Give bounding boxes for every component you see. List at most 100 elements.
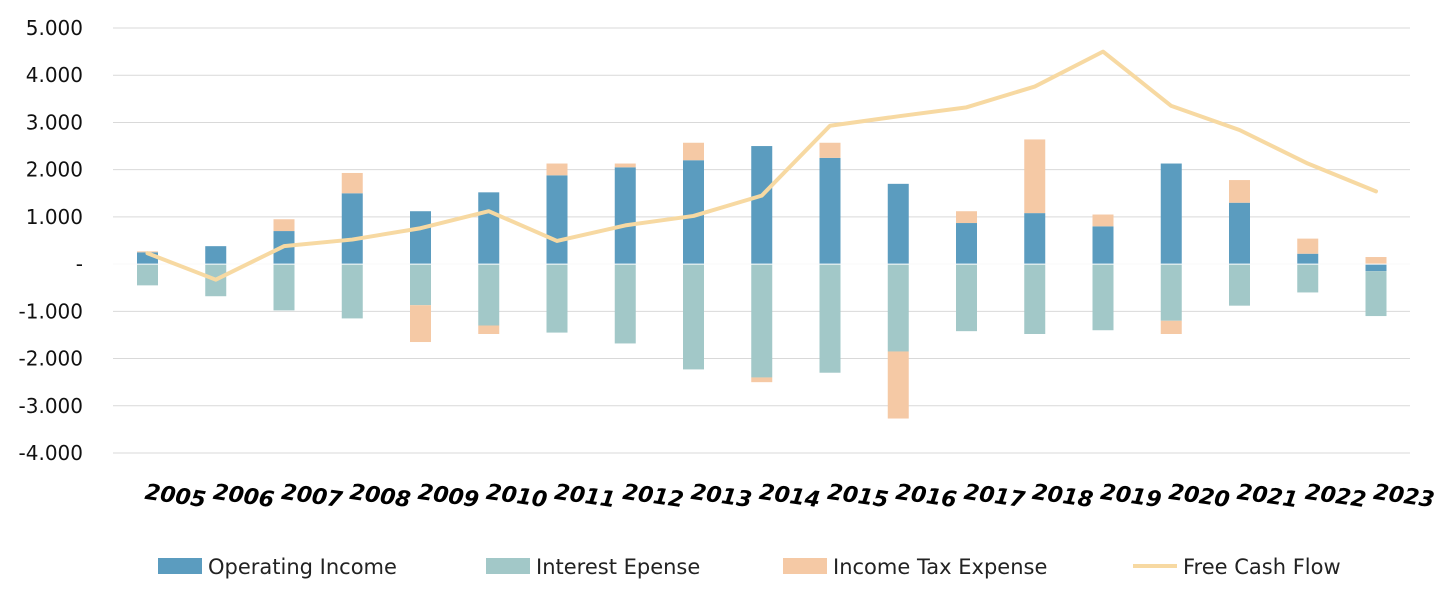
bar-income-tax-expense-2007	[273, 219, 295, 232]
x-tick-label: 2006	[212, 480, 276, 513]
bar-income-tax-expense-2009	[410, 305, 431, 343]
legend-label-operating-income: Operating Income	[208, 555, 397, 579]
x-tick-label: 2012	[621, 480, 685, 513]
bar-interest-epense-2017	[956, 264, 977, 332]
point-free-cash-flow-2005	[147, 252, 148, 254]
bar-operating-income-2011	[546, 175, 568, 265]
y-tick-label: 2.000	[26, 158, 83, 182]
bar-interest-epense-2007	[273, 264, 295, 311]
bar-operating-income-2017	[956, 223, 977, 265]
bar-income-tax-expense-2019	[1092, 214, 1114, 227]
bar-operating-income-2006	[205, 246, 227, 265]
x-tick-label: 2016	[894, 480, 958, 513]
point-free-cash-flow-2011	[556, 240, 558, 242]
bar-interest-epense-2013	[683, 264, 704, 370]
bar-operating-income-2009	[410, 211, 431, 265]
bar-operating-income-2014	[751, 146, 773, 265]
bar-operating-income-2020	[1160, 163, 1182, 265]
x-tick-label: 2013	[689, 480, 753, 513]
bar-operating-income-2008	[341, 193, 363, 265]
x-tick-label: 2018	[1031, 480, 1095, 513]
y-tick-label: 4.000	[26, 63, 83, 87]
bar-income-tax-expense-2023	[1365, 257, 1387, 265]
x-tick-label: 2021	[1235, 480, 1299, 513]
bar-interest-epense-2016	[887, 264, 909, 352]
point-free-cash-flow-2016	[897, 115, 899, 117]
bar-interest-epense-2010	[478, 264, 500, 326]
bar-income-tax-expense-2010	[478, 325, 500, 334]
y-tick-label: 1.000	[26, 205, 83, 229]
point-free-cash-flow-2009	[420, 227, 421, 229]
bar-income-tax-expense-2014	[751, 377, 773, 383]
bar-operating-income-2021	[1229, 202, 1250, 265]
bar-operating-income-2013	[683, 160, 704, 265]
point-free-cash-flow-2020	[1170, 105, 1172, 107]
x-tick-label: 2023	[1372, 480, 1436, 513]
legend: Operating Income Interest Epense Income Ta…	[158, 555, 1341, 579]
x-tick-label: 2010	[485, 480, 549, 513]
bar-income-tax-expense-2018	[1024, 139, 1046, 214]
bar-interest-epense-2018	[1024, 264, 1046, 334]
bar-income-tax-expense-2016	[887, 351, 909, 419]
y-tick-label: -	[76, 252, 83, 276]
y-tick-label: -1.000	[19, 299, 83, 323]
bar-interest-epense-2022	[1297, 264, 1319, 293]
x-tick-label: 2005	[143, 480, 207, 513]
legend-swatch-income-tax-expense	[783, 558, 827, 574]
bar-operating-income-2005	[137, 252, 158, 265]
y-tick-label: -2.000	[19, 347, 83, 371]
y-axis: 5.000 4.000 3.000 2.000 1.000 - -1.000 -2.000 -3…	[19, 16, 83, 465]
point-free-cash-flow-2013	[693, 215, 694, 217]
y-tick-label: 5.000	[26, 16, 83, 40]
bar-operating-income-2015	[819, 157, 841, 265]
point-free-cash-flow-2006	[215, 279, 217, 281]
legend-label-interest-epense: Interest Epense	[536, 555, 700, 579]
x-tick-label: 2015	[826, 480, 890, 513]
bar-operating-income-2012	[614, 167, 636, 265]
point-free-cash-flow-2017	[966, 106, 967, 108]
bar-interest-epense-2011	[546, 264, 568, 333]
y-tick-label: -4.000	[19, 441, 83, 465]
bar-income-tax-expense-2011	[546, 163, 568, 176]
point-free-cash-flow-2018	[1034, 86, 1036, 88]
x-tick-label: 2017	[962, 480, 1027, 513]
legend-label-income-tax-expense: Income Tax Expense	[833, 555, 1047, 579]
legend-swatch-operating-income	[158, 558, 202, 574]
point-free-cash-flow-2010	[488, 210, 490, 212]
point-free-cash-flow-2022	[1307, 163, 1309, 165]
bar-interest-epense-2009	[410, 264, 431, 306]
bar-operating-income-2018	[1024, 213, 1046, 265]
bar-income-tax-expense-2022	[1297, 238, 1319, 254]
point-free-cash-flow-2019	[1102, 51, 1104, 53]
x-tick-label: 2007	[280, 480, 345, 513]
x-tick-label: 2014	[758, 480, 822, 513]
point-free-cash-flow-2015	[829, 125, 831, 127]
bar-income-tax-expense-2020	[1160, 320, 1182, 334]
x-tick-label: 2008	[348, 480, 412, 513]
bar-interest-epense-2021	[1229, 264, 1250, 306]
bar-operating-income-2019	[1092, 226, 1114, 265]
bar-operating-income-2016	[887, 183, 909, 265]
x-tick-label: 2020	[1167, 480, 1231, 513]
bar-income-tax-expense-2015	[819, 142, 841, 158]
bar-interest-epense-2008	[341, 264, 363, 319]
legend-swatch-interest-epense	[486, 558, 530, 574]
bar-operating-income-2010	[478, 192, 500, 265]
bar-interest-epense-2019	[1092, 264, 1114, 331]
bar-interest-epense-2015	[819, 264, 841, 373]
point-free-cash-flow-2007	[283, 245, 285, 247]
y-tick-label: 3.000	[26, 110, 83, 134]
legend-label-free-cash-flow: Free Cash Flow	[1183, 555, 1341, 579]
point-free-cash-flow-2012	[624, 224, 626, 226]
y-tick-label: -3.000	[19, 394, 83, 418]
bar-interest-epense-2023	[1365, 271, 1387, 317]
x-tick-label: 2011	[553, 480, 617, 513]
bar-interest-epense-2012	[614, 264, 636, 344]
point-free-cash-flow-2023	[1375, 190, 1377, 192]
point-free-cash-flow-2008	[351, 239, 353, 241]
bar-operating-income-2022	[1297, 253, 1319, 265]
x-tick-label: 2022	[1304, 480, 1368, 513]
bar-income-tax-expense-2008	[341, 172, 363, 194]
